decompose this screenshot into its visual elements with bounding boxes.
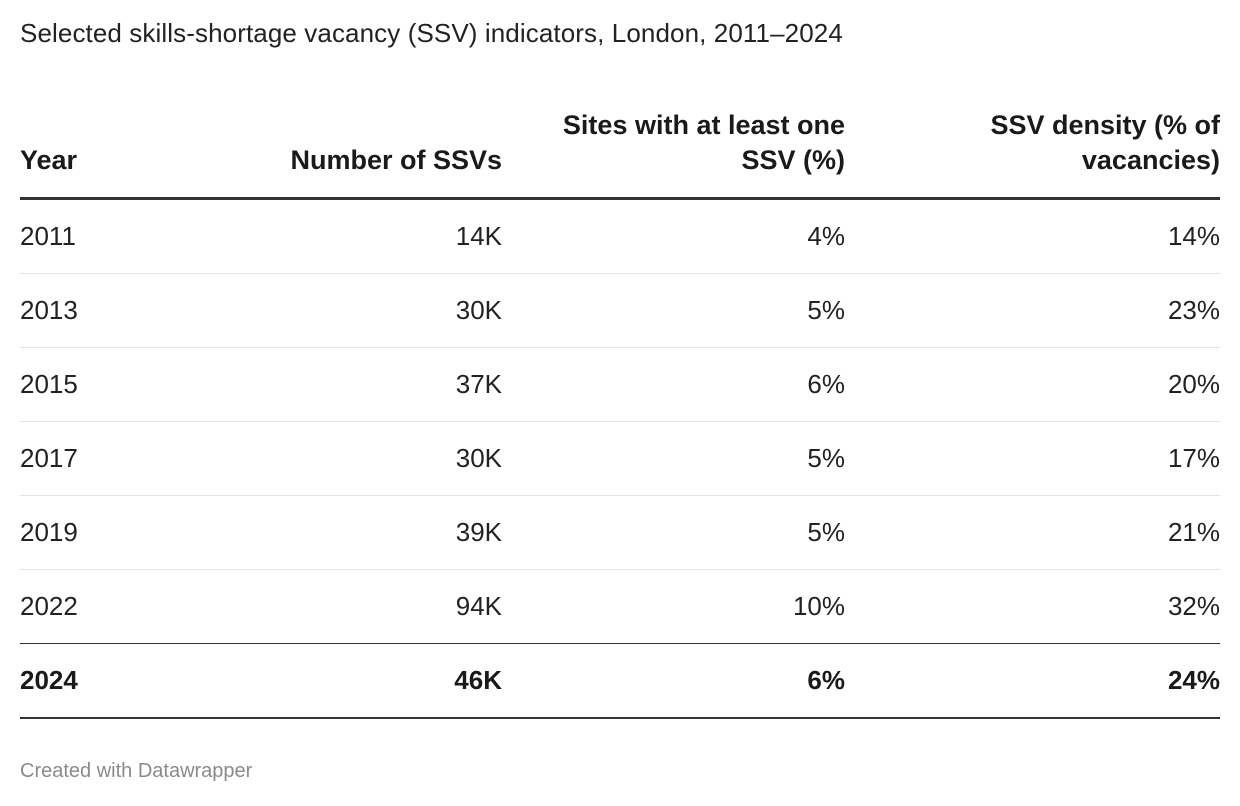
column-header-ssv-density[interactable]: SSV density (% of vacancies) [845, 108, 1220, 200]
cell-number-of-ssvs: 39K [180, 495, 502, 570]
cell-sites-with-ssv: 6% [502, 643, 845, 719]
column-header-sites-with-ssv[interactable]: Sites with at least one SSV (%) [502, 108, 845, 200]
cell-year: 2015 [20, 347, 180, 422]
cell-sites-with-ssv: 5% [502, 273, 845, 348]
cell-ssv-density: 23% [845, 273, 1220, 348]
table-row: 2022 94K 10% 32% [20, 569, 1220, 644]
cell-number-of-ssvs: 46K [180, 643, 502, 719]
column-header-year[interactable]: Year [20, 108, 180, 200]
data-table-container: Year Number of SSVs Sites with at least … [20, 108, 1220, 719]
cell-number-of-ssvs: 37K [180, 347, 502, 422]
table-row: 2015 37K 6% 20% [20, 347, 1220, 422]
cell-sites-with-ssv: 6% [502, 347, 845, 422]
cell-number-of-ssvs: 14K [180, 198, 502, 274]
cell-sites-with-ssv: 10% [502, 569, 845, 644]
table-row-highlighted: 2024 46K 6% 24% [20, 643, 1220, 719]
chart-title: Selected skills-shortage vacancy (SSV) i… [20, 18, 843, 48]
table-row: 2017 30K 5% 17% [20, 421, 1220, 496]
cell-year: 2017 [20, 421, 180, 496]
cell-number-of-ssvs: 30K [180, 273, 502, 348]
cell-ssv-density: 20% [845, 347, 1220, 422]
cell-year: 2011 [20, 198, 180, 274]
cell-ssv-density: 32% [845, 569, 1220, 644]
cell-ssv-density: 24% [845, 643, 1220, 719]
cell-year: 2022 [20, 569, 180, 644]
cell-ssv-density: 17% [845, 421, 1220, 496]
cell-year: 2013 [20, 273, 180, 348]
cell-year: 2019 [20, 495, 180, 570]
cell-sites-with-ssv: 5% [502, 421, 845, 496]
table-header-row: Year Number of SSVs Sites with at least … [20, 108, 1220, 200]
cell-year: 2024 [20, 643, 180, 719]
table-row: 2011 14K 4% 14% [20, 198, 1220, 274]
cell-ssv-density: 21% [845, 495, 1220, 570]
table-row: 2019 39K 5% 21% [20, 495, 1220, 570]
table-row: 2013 30K 5% 23% [20, 273, 1220, 348]
cell-sites-with-ssv: 4% [502, 198, 845, 274]
cell-ssv-density: 14% [845, 198, 1220, 274]
cell-number-of-ssvs: 94K [180, 569, 502, 644]
footer-credit: Created with Datawrapper [20, 760, 253, 782]
column-header-number-of-ssvs[interactable]: Number of SSVs [180, 108, 502, 200]
cell-number-of-ssvs: 30K [180, 421, 502, 496]
data-table: Year Number of SSVs Sites with at least … [20, 108, 1220, 719]
cell-sites-with-ssv: 5% [502, 495, 845, 570]
